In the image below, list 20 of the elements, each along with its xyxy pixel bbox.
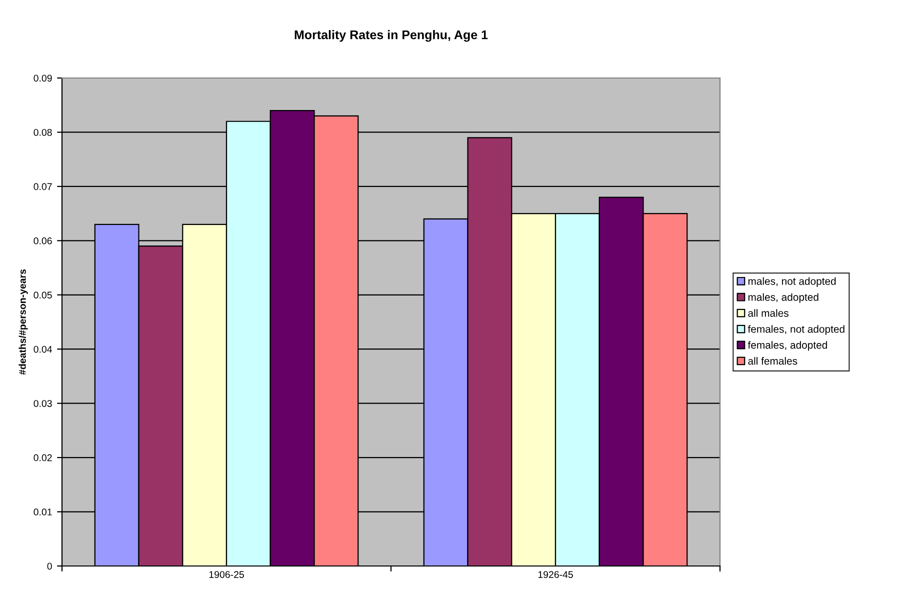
y-tick-label: 0.03	[34, 400, 52, 407]
legend-label: females, not adopted	[748, 325, 844, 335]
y-tick-label: 0.04	[34, 346, 52, 353]
legend-label: females, adopted	[748, 341, 827, 351]
legend-label: males, not adopted	[748, 277, 836, 287]
legend-label: all females	[748, 357, 798, 365]
x-tick-label: 1926-45	[538, 571, 573, 578]
y-tick-label: 0.06	[34, 237, 52, 244]
y-axis-title: #deaths/#person-years	[18, 269, 28, 375]
x-tick-label: 1906-25	[209, 571, 244, 578]
legend-label: all males	[748, 309, 788, 317]
y-tick-label: 0.09	[34, 74, 52, 82]
y-tick-label: 0.02	[34, 454, 52, 462]
y-tick-label: 0.01	[34, 508, 52, 516]
y-tick-label: 0.08	[34, 128, 52, 136]
y-tick-label: 0.07	[34, 183, 52, 190]
y-tick-label: 0.05	[34, 292, 52, 299]
legend-label: males, adopted	[748, 293, 818, 303]
chart-title: Mortality Rates in Penghu, Age 1	[294, 30, 488, 42]
y-tick-label: 0	[47, 562, 52, 570]
